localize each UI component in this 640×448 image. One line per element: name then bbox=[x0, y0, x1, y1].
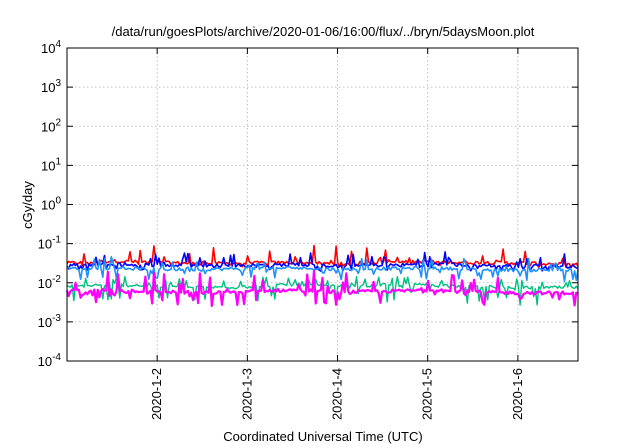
x-tick-label: 2020-1-2 bbox=[149, 368, 164, 420]
y-axis-ticks: 10-4 10-3 10-2 10-1 100 101 102 103 104 bbox=[38, 39, 578, 369]
y-tick-label: 101 bbox=[41, 156, 61, 173]
x-axis-ticks: 2020-1-2 2020-1-3 2020-1-4 2020-1-5 2020-1-6 bbox=[149, 48, 525, 420]
y-tick-label: 100 bbox=[41, 196, 61, 213]
x-tick-label: 2020-1-6 bbox=[510, 368, 525, 420]
y-tick-label: 103 bbox=[41, 78, 61, 95]
y-tick-label: 10-3 bbox=[38, 313, 62, 330]
y-axis-label: cGy/day bbox=[20, 181, 35, 229]
data-series bbox=[65, 244, 579, 307]
y-tick-label: 10-1 bbox=[38, 235, 62, 252]
x-tick-label: 2020-1-5 bbox=[420, 368, 435, 420]
x-axis-label: Coordinated Universal Time (UTC) bbox=[223, 429, 422, 444]
y-tick-label: 10-4 bbox=[38, 352, 62, 369]
y-tick-label: 10-2 bbox=[38, 274, 62, 291]
y-tick-label: 102 bbox=[41, 117, 61, 134]
x-tick-label: 2020-1-3 bbox=[239, 368, 254, 420]
chart-title: /data/run/goesPlots/archive/2020-01-06/1… bbox=[112, 24, 535, 39]
series-line-3 bbox=[66, 256, 579, 283]
series-line-5 bbox=[65, 270, 579, 307]
y-tick-label: 104 bbox=[41, 39, 61, 56]
grid-lines bbox=[67, 48, 578, 361]
x-tick-label: 2020-1-4 bbox=[330, 368, 345, 420]
series-line-2 bbox=[66, 251, 579, 272]
